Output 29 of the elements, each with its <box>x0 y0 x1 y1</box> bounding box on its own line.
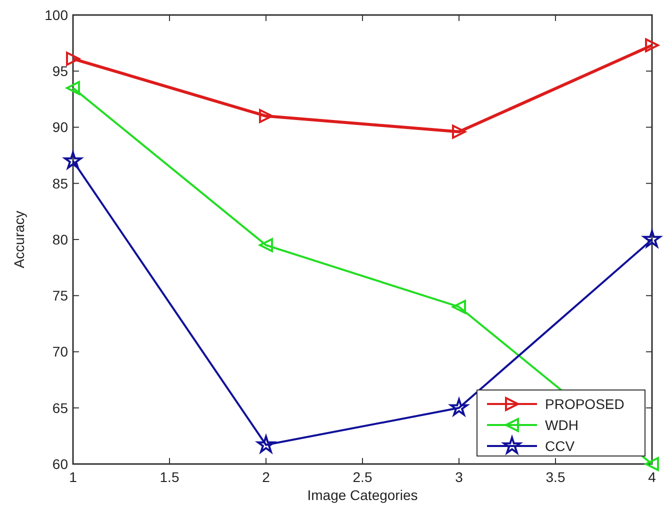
point <box>259 109 273 124</box>
y-tick-label: 100 <box>44 6 68 23</box>
x-tick-label: 4 <box>648 469 656 485</box>
y-tick-label: 60 <box>52 456 68 472</box>
y-tick-label: 90 <box>52 119 68 136</box>
x-tick-label: 1 <box>69 469 78 485</box>
x-axis-title: Image Categories <box>307 487 418 503</box>
point <box>66 80 80 95</box>
y-tick-label: 70 <box>52 344 68 360</box>
x-tick-label: 2 <box>262 469 270 485</box>
legend-label: CCV <box>545 438 576 454</box>
point <box>645 457 659 471</box>
x-tick-label: 3 <box>455 469 464 485</box>
legend-label: PROPOSED <box>545 396 624 412</box>
y-axis-title: Accuracy <box>11 210 27 268</box>
y-tick-label: 80 <box>52 231 68 248</box>
point <box>645 38 659 52</box>
y-tick-label: 75 <box>52 288 68 304</box>
x-tick-label: 2.5 <box>352 469 372 485</box>
x-tick-label: 3.5 <box>546 469 566 485</box>
point <box>452 124 466 139</box>
legend-label: WDH <box>545 416 578 433</box>
y-tick-label: 95 <box>52 63 68 80</box>
point <box>259 238 273 252</box>
x-tick-label: 1.5 <box>160 469 180 485</box>
point <box>452 300 466 314</box>
y-tick-label: 65 <box>52 400 68 416</box>
y-tick-label: 85 <box>52 175 68 192</box>
point <box>66 52 80 66</box>
